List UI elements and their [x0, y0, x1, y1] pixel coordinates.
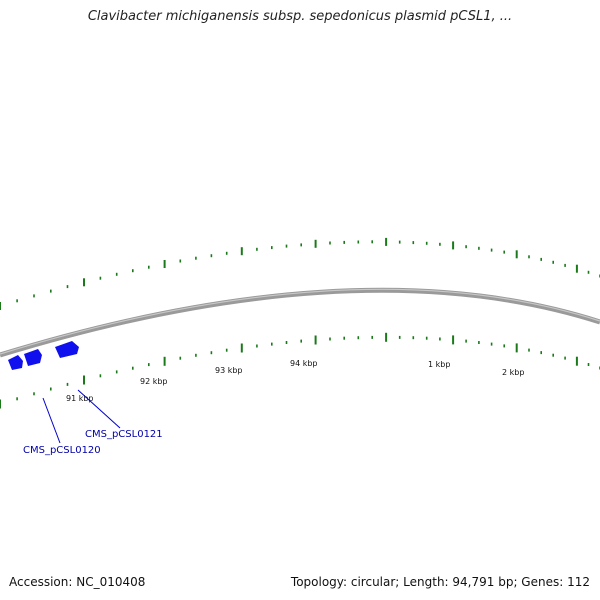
gene-arrow[interactable] [55, 341, 79, 358]
gene-label-leader [77, 389, 121, 429]
outer-tick-ring [0, 237, 600, 310]
map-title: Clavibacter michiganensis subsp. sepedon… [87, 9, 513, 24]
gene-label[interactable]: CMS_pCSL0120 [23, 445, 101, 456]
tick-label: 91 kbp [66, 394, 94, 403]
tick-label: 94 kbp [290, 359, 318, 368]
gene-label-leader [42, 397, 61, 444]
gene-label[interactable]: CMS_pCSL0121 [85, 429, 163, 440]
gene-arrow[interactable] [8, 355, 23, 370]
tick-label: 92 kbp [140, 377, 168, 386]
tick-label: 93 kbp [215, 366, 243, 375]
tick-label: 1 kbp [428, 360, 450, 369]
inner-tick-ring [0, 332, 600, 409]
gene-arrow[interactable] [24, 349, 42, 366]
tick-label: 2 kbp [502, 368, 524, 377]
plasmid-backbone [0, 287, 600, 358]
plasmid-backbone-highlight [0, 288, 600, 355]
topology-summary: Topology: circular; Length: 94,791 bp; G… [290, 575, 590, 589]
accession-label: Accession: NC_010408 [9, 575, 146, 589]
gene-features [8, 341, 79, 370]
